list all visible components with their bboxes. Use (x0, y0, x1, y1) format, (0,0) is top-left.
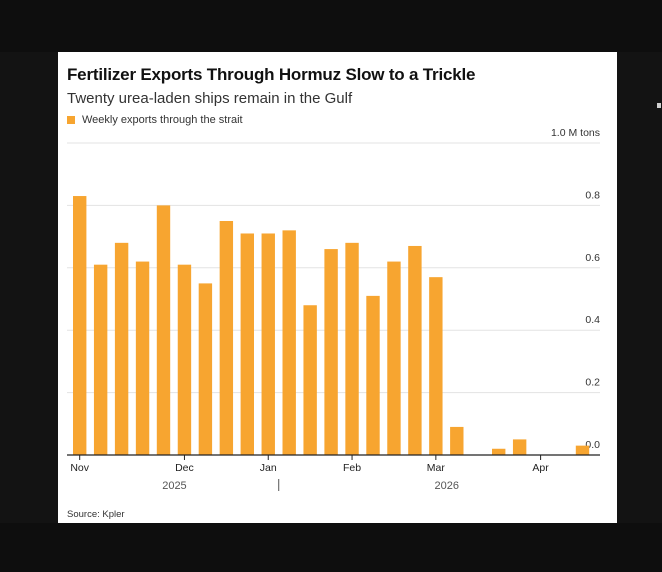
y-tick-label: 0.8 (585, 189, 600, 201)
bar (135, 261, 150, 455)
legend-swatch (67, 116, 75, 124)
x-tick-label: Feb (343, 462, 361, 474)
bar (512, 439, 527, 455)
legend-label: Weekly exports through the strait (82, 114, 243, 126)
bar (303, 305, 317, 455)
bar (177, 264, 192, 455)
bar (73, 196, 87, 456)
y-tick-label: 0.2 (585, 377, 600, 389)
edge-marker (657, 103, 661, 108)
bar (492, 448, 506, 455)
chart-title: Fertilizer Exports Through Hormuz Slow t… (67, 65, 476, 84)
x-tick-label: Dec (175, 462, 194, 474)
chart-source: Source: Kpler (67, 509, 125, 520)
bar (282, 230, 296, 455)
bar (198, 283, 213, 455)
y-tick-label: 1.0 M tons (551, 127, 600, 139)
x-year-label: 2025 (162, 480, 186, 492)
bar (429, 277, 443, 455)
bar (345, 242, 359, 455)
y-tick-label: 0.4 (585, 314, 600, 326)
bar (324, 249, 338, 455)
x-tick-label: Mar (427, 462, 446, 474)
bar (387, 261, 401, 455)
bar (366, 295, 380, 455)
bottom-letterbox (0, 523, 662, 572)
bar (93, 264, 108, 455)
y-tick-label: 0.6 (585, 252, 600, 264)
bar (575, 445, 590, 455)
bar (408, 245, 422, 455)
chart-subtitle: Twenty urea-laden ships remain in the Gu… (67, 90, 353, 107)
chart-card: Fertilizer Exports Through Hormuz Slow t… (58, 52, 617, 523)
x-tick-label: Apr (532, 462, 549, 474)
bar (219, 221, 234, 455)
bar (450, 426, 464, 455)
bar (261, 233, 275, 455)
chart-legend: Weekly exports through the strait (67, 114, 243, 126)
bar (240, 233, 254, 455)
top-letterbox (0, 0, 662, 52)
x-year-label: 2026 (435, 480, 459, 492)
x-tick-label: Nov (70, 462, 89, 474)
bar (156, 205, 171, 455)
x-tick-label: Jan (260, 462, 277, 474)
bar (114, 242, 129, 455)
